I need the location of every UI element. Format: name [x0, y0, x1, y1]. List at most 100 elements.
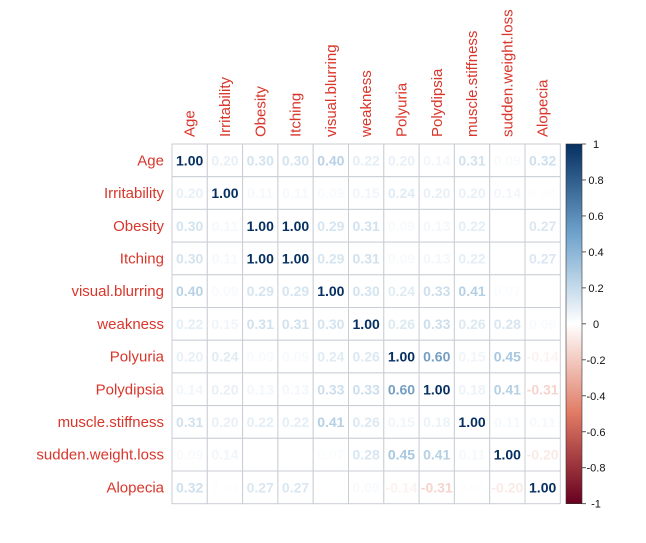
- cell-value-label: 0.15: [211, 316, 238, 332]
- cell-value-label: 0.11: [212, 218, 239, 234]
- cell-value-label: 0.33: [353, 381, 380, 397]
- cell-value-label: 0.28: [353, 447, 380, 463]
- cell-value-label: 0.11: [212, 250, 239, 266]
- matrix-cell: [418, 143, 455, 178]
- cell-value-label: 0.41: [494, 381, 521, 397]
- cell-value-label: 1.00: [247, 218, 274, 234]
- row-label: Age: [137, 152, 164, 169]
- matrix-cell: [418, 437, 455, 472]
- cell-value-label: 1.00: [529, 479, 556, 495]
- cell-value-label: 0.18: [458, 381, 485, 397]
- matrix-cell: [348, 176, 385, 210]
- matrix-cell: [206, 405, 244, 439]
- matrix-cell: [489, 339, 526, 374]
- matrix-cell: [489, 470, 526, 505]
- cell-value-label: 0.15: [353, 185, 380, 201]
- cell-value-label: 0.09: [247, 349, 274, 365]
- row-label: muscle.stiffness: [58, 414, 164, 431]
- cell-value-label: -0.14: [527, 349, 559, 365]
- colorbar-tick-label: 0.4: [588, 247, 603, 259]
- matrix-cell: [489, 437, 526, 472]
- cell-value-label: 0.20: [176, 349, 203, 365]
- matrix-cell: [524, 176, 561, 210]
- matrix-cell: [489, 405, 526, 439]
- cell-value-label: 0.24: [388, 185, 415, 201]
- cell-value-label: 0.27: [282, 479, 309, 495]
- column-label: Age: [182, 110, 199, 137]
- matrix-cell: [418, 372, 455, 407]
- matrix-cell: [171, 143, 208, 178]
- row-label: Polydipsia: [96, 381, 165, 398]
- cell-value-label: 0.11: [529, 414, 556, 430]
- cell-value-label: 0.33: [423, 316, 450, 332]
- row-label: Irritability: [104, 185, 165, 202]
- cell-value-label: 0.29: [317, 250, 344, 266]
- cell-value-label: 1.00: [388, 349, 415, 365]
- cell-value-label: 0.31: [353, 218, 380, 234]
- cell-value-label: 0.32: [529, 152, 556, 168]
- cell-value-label: 0.09: [211, 283, 238, 299]
- cell-value-label: 1.00: [282, 218, 309, 234]
- matrix-cell: [171, 208, 208, 243]
- cell-value-label: 0.09: [353, 479, 380, 495]
- cell-value-label: 0.22: [176, 316, 203, 332]
- cell-value-label: 0.20: [458, 185, 485, 201]
- matrix-cell: [383, 176, 420, 210]
- matrix-cell: [489, 143, 526, 178]
- cell-value-label: 1.00: [458, 414, 485, 430]
- cell-value-label: 0.09: [529, 316, 556, 332]
- matrix-cell: [453, 208, 491, 243]
- cell-value-label: 1.00: [353, 316, 380, 332]
- cell-value-label: 0.14: [494, 185, 521, 201]
- cell-value-label: 0.60: [423, 349, 450, 365]
- matrix-cell: [453, 339, 491, 374]
- matrix-cell: [312, 274, 350, 308]
- row-labels: Age Irritability Obesity Itching visual.blur…: [36, 152, 164, 496]
- column-label: Alopecia: [535, 79, 552, 137]
- cell-value-label: 0.07: [494, 283, 521, 299]
- matrix-cell: [242, 372, 279, 407]
- cell-value-label: 0.22: [458, 218, 485, 234]
- cell-value-label: 0.11: [459, 447, 486, 463]
- cell-value-label: 0.20: [211, 152, 238, 168]
- cell-value-label: 0.29: [317, 218, 344, 234]
- cell-value-label: 0.60: [388, 381, 415, 397]
- cell-value-label: 0.24: [317, 349, 344, 365]
- cell-value-label: 0.41: [317, 414, 344, 430]
- matrix-cell: [524, 470, 561, 505]
- cell-value-label: 0.09: [282, 349, 309, 365]
- matrix-cell: [171, 307, 208, 341]
- cell-value-label: 0.09: [388, 218, 415, 234]
- column-label: sudden.weight.loss: [499, 9, 516, 137]
- matrix-cell: [277, 241, 314, 276]
- cell-value-label: 0.41: [423, 447, 450, 463]
- cell-value-label: 0.28: [494, 316, 521, 332]
- matrix-cell: [242, 437, 279, 472]
- matrix-cell: [524, 241, 561, 276]
- matrix-cell: [524, 405, 561, 439]
- matrix-cell: [524, 372, 561, 407]
- matrix-cell: [489, 372, 526, 407]
- matrix-cell: [206, 470, 244, 505]
- cell-value-label: 0.29: [282, 283, 309, 299]
- matrix-cell: [524, 339, 561, 374]
- cell-value-label: 1.00: [176, 152, 203, 168]
- cell-value-label: 0.30: [353, 283, 380, 299]
- cell-value-label: 0.45: [388, 447, 415, 463]
- matrix-cell: [206, 307, 244, 341]
- cell-value-label: 0.20: [211, 414, 238, 430]
- matrix-cell: [242, 470, 279, 505]
- row-label: Alopecia: [106, 479, 164, 496]
- matrix-cell: [171, 176, 208, 210]
- colorbar-tick-label: 0.2: [588, 283, 603, 295]
- cell-value-label: 0.15: [458, 349, 485, 365]
- column-label: muscle.stiffness: [464, 31, 481, 137]
- cell-value-label: 0.11: [247, 185, 274, 201]
- cell-value-label: 0.14: [211, 447, 238, 463]
- row-label: weakness: [96, 316, 164, 333]
- colorbar-gradient: [565, 143, 583, 505]
- column-label: Obesity: [252, 86, 269, 137]
- matrix-cell: [524, 437, 561, 472]
- matrix-cell: [453, 437, 491, 472]
- matrix-cell: [277, 274, 314, 308]
